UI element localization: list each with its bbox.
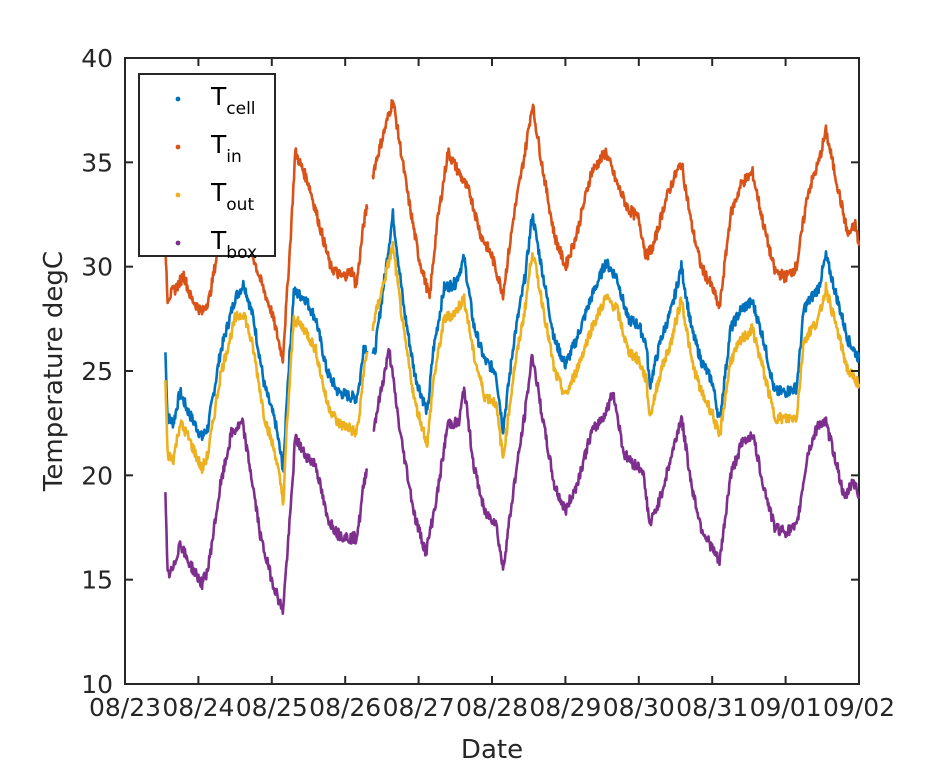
y-axis-label: Temperature degC xyxy=(39,251,69,492)
series-line-box xyxy=(164,347,861,615)
legend-box xyxy=(138,73,276,257)
y-tick-label: 40 xyxy=(81,44,113,73)
legend: Tcell Tin Tout Tbox xyxy=(138,73,276,263)
legend-entry-box: Tbox xyxy=(210,226,257,263)
x-tick-label: 08/31 xyxy=(676,693,748,722)
x-tick-label: 08/26 xyxy=(309,693,381,722)
series-line-in xyxy=(164,99,861,364)
y-tick-label: 20 xyxy=(81,461,113,490)
x-tick-label: 08/29 xyxy=(529,693,601,722)
series-layer xyxy=(164,99,861,615)
legend-marker-cell xyxy=(175,96,181,102)
x-tick-label: 09/02 xyxy=(823,693,895,722)
x-tick-label: 08/28 xyxy=(456,693,528,722)
series-line-out xyxy=(164,240,861,506)
y-tick-label: 35 xyxy=(81,148,113,177)
x-tick-label: 08/25 xyxy=(236,693,308,722)
y-tick-label: 15 xyxy=(81,566,113,595)
legend-marker-in xyxy=(175,144,181,150)
series-line-cell xyxy=(164,208,861,473)
legend-entry-in: Tin xyxy=(210,130,242,167)
legend-marker-box xyxy=(175,240,181,246)
x-tick-label: 08/27 xyxy=(383,693,455,722)
x-tick-label: 09/01 xyxy=(750,693,822,722)
x-tick-label: 08/24 xyxy=(162,693,234,722)
y-tick-label: 25 xyxy=(81,357,113,386)
x-tick-label: 08/30 xyxy=(603,693,675,722)
y-tick-label: 30 xyxy=(81,253,113,282)
x-tick-label: 08/23 xyxy=(89,693,161,722)
legend-entry-cell: Tcell xyxy=(210,82,256,119)
legend-marker-out xyxy=(175,192,181,198)
x-axis-label: Date xyxy=(461,735,523,765)
legend-entry-out: Tout xyxy=(210,178,254,215)
y-tick-label: 10 xyxy=(81,670,113,699)
